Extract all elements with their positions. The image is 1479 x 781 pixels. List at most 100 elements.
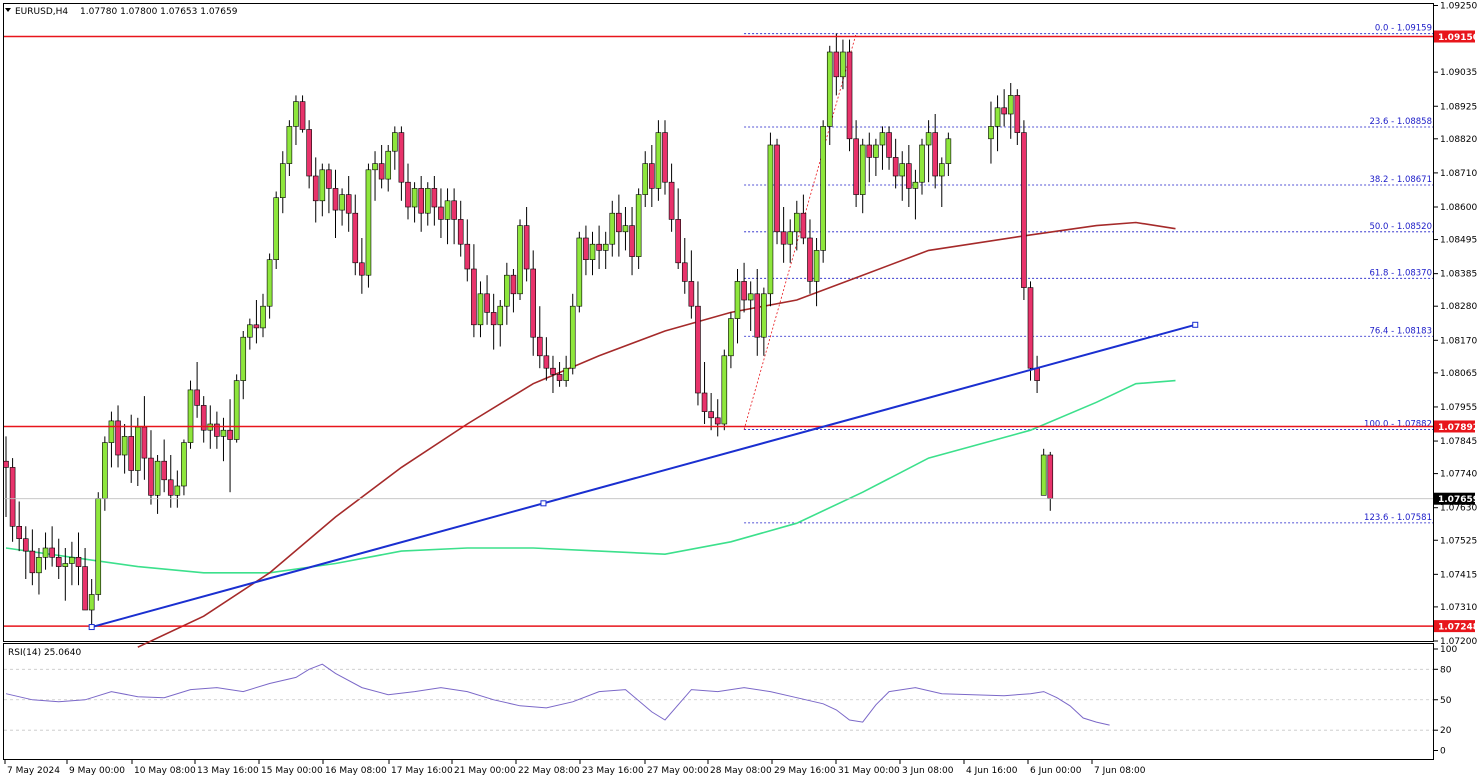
trendline-handle[interactable] xyxy=(1192,321,1199,328)
bear-candle xyxy=(214,423,220,437)
bear-candle xyxy=(490,312,497,326)
bear-candle xyxy=(82,566,88,611)
bear-candle xyxy=(688,281,695,307)
price-tick-label: 1.07310 xyxy=(1440,603,1477,613)
bull-candle xyxy=(787,231,794,245)
main-chart-frame xyxy=(3,3,1434,642)
fib-level-label: 100.0 - 1.07882 xyxy=(1364,420,1432,430)
bull-candle xyxy=(108,420,115,443)
time-tick-label: 23 May 16:00 xyxy=(582,766,644,776)
bear-candle xyxy=(886,132,892,158)
bear-candle xyxy=(306,129,312,177)
bear-candle xyxy=(714,417,721,425)
bull-candle xyxy=(826,51,833,127)
bear-candle xyxy=(471,268,477,326)
price-tick-label: 1.09250 xyxy=(1440,2,1477,12)
bear-candle xyxy=(161,460,167,481)
bull-candle xyxy=(517,225,523,295)
price-marker-level-3 xyxy=(1434,620,1475,633)
candlesticks xyxy=(3,33,1054,629)
bear-candle xyxy=(1021,132,1027,288)
price-tick-label: 1.08710 xyxy=(1440,169,1477,179)
price-tick-label: 1.07845 xyxy=(1440,437,1477,447)
price-tick-label: 1.08280 xyxy=(1440,302,1477,312)
bull-candle xyxy=(279,163,286,199)
price-tick-label: 1.08600 xyxy=(1440,203,1477,213)
rsi-tick-label: 80 xyxy=(1440,665,1452,675)
triangle-down-icon[interactable] xyxy=(5,8,11,12)
bull-candle xyxy=(1040,454,1047,496)
time-tick-label: 7 Jun 08:00 xyxy=(1094,766,1146,776)
price-marker-label: 1.07659 xyxy=(1438,495,1479,505)
ascending-trendline[interactable] xyxy=(91,323,1196,629)
bull-candle xyxy=(187,389,194,443)
bull-candle xyxy=(899,163,906,177)
support-resistance-lines[interactable]: 1.09150 1.07892 1.07248 1.07659 xyxy=(4,30,1479,633)
bear-candle xyxy=(398,132,405,183)
bull-candle xyxy=(988,126,994,140)
bear-candle xyxy=(167,479,174,496)
price-tick-label: 1.08820 xyxy=(1440,135,1477,145)
bear-candle xyxy=(1034,367,1040,381)
time-tick-label: 22 May 08:00 xyxy=(518,766,580,776)
trendline-handle[interactable] xyxy=(88,624,95,631)
bull-candle xyxy=(721,355,728,425)
bull-candle xyxy=(635,194,642,257)
bear-candle xyxy=(299,101,306,130)
trendline[interactable] xyxy=(88,321,1199,631)
bull-candle xyxy=(793,212,800,233)
bull-candle xyxy=(365,169,372,276)
bull-candle xyxy=(62,563,69,567)
rsi-line xyxy=(5,663,1110,726)
bull-candle xyxy=(121,436,128,456)
bull-candle xyxy=(569,305,576,369)
time-tick-label: 16 May 08:00 xyxy=(325,766,387,776)
bear-candle xyxy=(754,293,761,338)
bull-candle xyxy=(411,188,418,208)
time-tick-label: 28 May 08:00 xyxy=(710,766,772,776)
bear-candle xyxy=(312,175,319,202)
bull-candle xyxy=(602,243,609,251)
bull-candle xyxy=(945,138,952,164)
ohlc-label: 1.07780 1.07800 1.07653 1.07659 xyxy=(80,7,238,17)
time-tick-label: 15 May 00:00 xyxy=(261,766,323,776)
bull-candle xyxy=(938,163,945,177)
bull-candle xyxy=(919,144,925,183)
bull-candle xyxy=(260,305,266,329)
bull-candle xyxy=(728,318,734,357)
fib-level-label: 123.6 - 1.07581 xyxy=(1364,513,1432,523)
bear-candle xyxy=(16,525,22,539)
bear-candle xyxy=(536,336,543,357)
ma-brown-line xyxy=(137,221,1176,648)
bull-candle xyxy=(497,305,504,326)
bear-candle xyxy=(55,556,62,567)
bear-candle xyxy=(378,163,385,180)
bear-candle xyxy=(510,274,517,295)
bear-candle xyxy=(932,132,938,177)
trendline-handle[interactable] xyxy=(540,500,547,507)
bear-candle xyxy=(451,200,457,220)
bull-candle xyxy=(925,132,932,146)
price-tick-label: 1.08495 xyxy=(1440,236,1477,246)
rsi-tick-label: 20 xyxy=(1440,726,1452,736)
bear-candle xyxy=(75,556,82,567)
rsi-tick-label: 100 xyxy=(1440,645,1457,655)
bear-candle xyxy=(780,231,787,245)
fib-swing-line[interactable] xyxy=(743,33,857,430)
fib-level-label: 76.4 - 1.08183 xyxy=(1369,326,1432,336)
bull-candle xyxy=(273,197,279,260)
bear-candle xyxy=(29,550,36,574)
bull-candle xyxy=(994,107,1001,127)
bull-candle xyxy=(392,132,398,152)
bear-candle xyxy=(359,262,365,276)
bear-candle xyxy=(662,132,668,183)
bull-candle xyxy=(102,442,108,499)
bull-candle xyxy=(286,126,293,164)
price-tick-label: 1.07955 xyxy=(1440,403,1477,413)
time-tick-label: 10 May 08:00 xyxy=(134,766,196,776)
price-marker-label: 1.09150 xyxy=(1438,33,1479,43)
bear-candle xyxy=(741,281,747,301)
price-tick-label: 1.08385 xyxy=(1440,270,1477,280)
bull-candle xyxy=(859,144,866,195)
